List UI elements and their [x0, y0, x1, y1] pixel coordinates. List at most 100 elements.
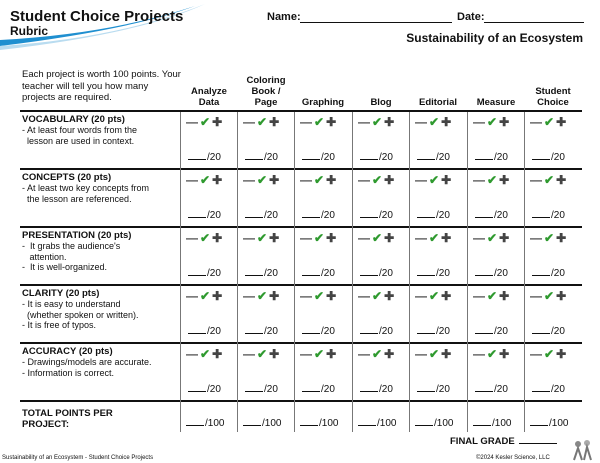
minus-icon[interactable]: —: [243, 289, 255, 303]
plus-icon[interactable]: ✚: [441, 231, 452, 245]
score-blank[interactable]: [532, 217, 550, 218]
score-blank[interactable]: [475, 159, 493, 160]
rating-symbols[interactable]: — ✔ ✚: [530, 347, 566, 361]
rating-symbols[interactable]: — ✔ ✚: [186, 231, 222, 245]
score-field[interactable]: /20: [360, 210, 393, 221]
plus-icon[interactable]: ✚: [441, 347, 452, 361]
score-blank[interactable]: [360, 217, 378, 218]
score-blank[interactable]: [302, 159, 320, 160]
rating-symbols[interactable]: — ✔ ✚: [415, 347, 451, 361]
score-blank[interactable]: [186, 425, 204, 426]
plus-icon[interactable]: ✚: [212, 173, 223, 187]
score-blank[interactable]: [475, 217, 493, 218]
plus-icon[interactable]: ✚: [212, 289, 223, 303]
minus-icon[interactable]: —: [473, 173, 485, 187]
score-blank[interactable]: [188, 159, 206, 160]
score-field[interactable]: /20: [360, 268, 393, 279]
plus-icon[interactable]: ✚: [441, 115, 452, 129]
score-blank[interactable]: [417, 159, 435, 160]
rating-symbols[interactable]: — ✔ ✚: [243, 115, 279, 129]
rating-symbols[interactable]: — ✔ ✚: [473, 347, 509, 361]
plus-icon[interactable]: ✚: [384, 347, 395, 361]
rating-symbols[interactable]: — ✔ ✚: [415, 289, 451, 303]
score-field[interactable]: /20: [245, 210, 278, 221]
minus-icon[interactable]: —: [186, 231, 198, 245]
minus-icon[interactable]: —: [243, 347, 255, 361]
rating-symbols[interactable]: — ✔ ✚: [300, 231, 336, 245]
check-icon[interactable]: ✔: [372, 231, 383, 245]
minus-icon[interactable]: —: [300, 231, 312, 245]
score-blank[interactable]: [245, 391, 263, 392]
rating-symbols[interactable]: — ✔ ✚: [358, 173, 394, 187]
check-icon[interactable]: ✔: [544, 115, 555, 129]
check-icon[interactable]: ✔: [314, 347, 325, 361]
score-field[interactable]: /20: [417, 268, 450, 279]
check-icon[interactable]: ✔: [487, 347, 498, 361]
rating-symbols[interactable]: — ✔ ✚: [415, 231, 451, 245]
score-field[interactable]: /20: [188, 210, 221, 221]
minus-icon[interactable]: —: [530, 115, 542, 129]
check-icon[interactable]: ✔: [200, 115, 211, 129]
score-field[interactable]: /20: [417, 326, 450, 337]
total-score-field[interactable]: /100: [300, 418, 338, 429]
score-blank[interactable]: [300, 425, 318, 426]
minus-icon[interactable]: —: [473, 347, 485, 361]
rating-symbols[interactable]: — ✔ ✚: [473, 231, 509, 245]
score-blank[interactable]: [532, 275, 550, 276]
plus-icon[interactable]: ✚: [269, 115, 280, 129]
check-icon[interactable]: ✔: [372, 115, 383, 129]
minus-icon[interactable]: —: [473, 115, 485, 129]
rating-symbols[interactable]: — ✔ ✚: [358, 289, 394, 303]
plus-icon[interactable]: ✚: [326, 347, 337, 361]
rating-symbols[interactable]: — ✔ ✚: [473, 173, 509, 187]
rating-symbols[interactable]: — ✔ ✚: [530, 115, 566, 129]
check-icon[interactable]: ✔: [544, 347, 555, 361]
score-blank[interactable]: [475, 391, 493, 392]
score-field[interactable]: /20: [245, 384, 278, 395]
minus-icon[interactable]: —: [300, 347, 312, 361]
plus-icon[interactable]: ✚: [326, 115, 337, 129]
minus-icon[interactable]: —: [186, 289, 198, 303]
minus-icon[interactable]: —: [530, 347, 542, 361]
check-icon[interactable]: ✔: [200, 173, 211, 187]
rating-symbols[interactable]: — ✔ ✚: [243, 289, 279, 303]
score-blank[interactable]: [302, 391, 320, 392]
total-score-field[interactable]: /100: [358, 418, 396, 429]
score-blank[interactable]: [360, 159, 378, 160]
minus-icon[interactable]: —: [243, 231, 255, 245]
minus-icon[interactable]: —: [530, 231, 542, 245]
rating-symbols[interactable]: — ✔ ✚: [473, 289, 509, 303]
score-field[interactable]: /20: [302, 210, 335, 221]
check-icon[interactable]: ✔: [200, 231, 211, 245]
score-field[interactable]: /20: [475, 326, 508, 337]
rating-symbols[interactable]: — ✔ ✚: [473, 115, 509, 129]
score-blank[interactable]: [475, 275, 493, 276]
plus-icon[interactable]: ✚: [556, 289, 567, 303]
check-icon[interactable]: ✔: [372, 347, 383, 361]
minus-icon[interactable]: —: [358, 115, 370, 129]
plus-icon[interactable]: ✚: [384, 231, 395, 245]
plus-icon[interactable]: ✚: [326, 173, 337, 187]
score-blank[interactable]: [475, 333, 493, 334]
score-blank[interactable]: [245, 217, 263, 218]
score-field[interactable]: /20: [360, 152, 393, 163]
score-field[interactable]: /20: [360, 326, 393, 337]
plus-icon[interactable]: ✚: [499, 173, 510, 187]
minus-icon[interactable]: —: [300, 115, 312, 129]
rating-symbols[interactable]: — ✔ ✚: [358, 347, 394, 361]
total-score-field[interactable]: /100: [243, 418, 281, 429]
check-icon[interactable]: ✔: [200, 289, 211, 303]
total-score-field[interactable]: /100: [415, 418, 453, 429]
plus-icon[interactable]: ✚: [556, 173, 567, 187]
check-icon[interactable]: ✔: [544, 173, 555, 187]
score-blank[interactable]: [302, 217, 320, 218]
check-icon[interactable]: ✔: [257, 173, 268, 187]
rating-symbols[interactable]: — ✔ ✚: [530, 231, 566, 245]
minus-icon[interactable]: —: [358, 289, 370, 303]
minus-icon[interactable]: —: [243, 173, 255, 187]
score-field[interactable]: /20: [417, 152, 450, 163]
plus-icon[interactable]: ✚: [384, 115, 395, 129]
rating-symbols[interactable]: — ✔ ✚: [358, 115, 394, 129]
score-blank[interactable]: [530, 425, 548, 426]
plus-icon[interactable]: ✚: [556, 115, 567, 129]
